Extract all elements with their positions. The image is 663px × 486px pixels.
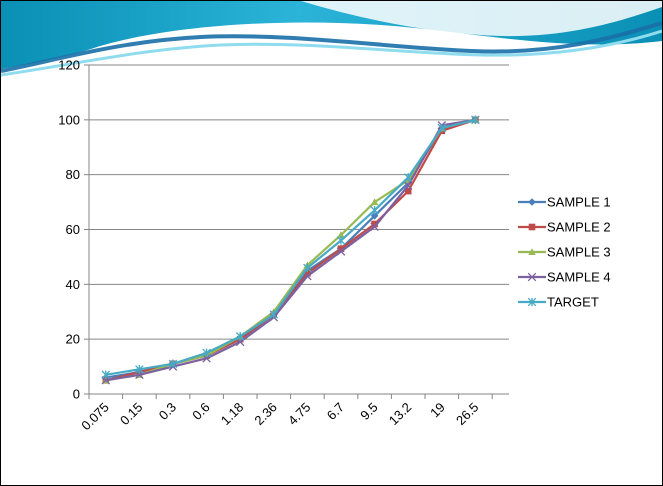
data-point bbox=[370, 211, 379, 220]
legend-item: TARGET bbox=[518, 295, 599, 310]
y-tick-label: 120 bbox=[58, 58, 80, 73]
x-tick-label: 26.5 bbox=[453, 400, 482, 429]
x-tick-labels: 0.075 0.15 0.3 0.6 1.18 2.36 4.75 6.7 9.5 13.2 19 2… bbox=[78, 394, 493, 434]
data-point bbox=[269, 310, 279, 319]
data-point bbox=[337, 245, 345, 252]
x-tick-label: 9.5 bbox=[357, 400, 380, 423]
data-point bbox=[168, 359, 178, 369]
gridlines bbox=[89, 64, 509, 340]
series-target bbox=[101, 115, 480, 380]
y-tick-label: 60 bbox=[66, 222, 80, 237]
data-point bbox=[437, 123, 447, 133]
banner-highlight bbox=[301, 1, 662, 37]
x-tick-label: 2.36 bbox=[251, 400, 280, 429]
data-point bbox=[370, 222, 379, 232]
data-point bbox=[336, 247, 346, 256]
x-tick-label: 13.2 bbox=[386, 400, 415, 429]
data-point bbox=[371, 220, 378, 228]
legend-label: SAMPLE 4 bbox=[547, 270, 611, 285]
data-point bbox=[235, 332, 245, 341]
legend-label: SAMPLE 3 bbox=[547, 245, 611, 260]
data-point bbox=[202, 348, 211, 358]
legend-marker bbox=[528, 248, 536, 256]
data-point bbox=[135, 365, 144, 374]
legend-marker bbox=[527, 272, 537, 282]
legend-item: SAMPLE 2 bbox=[518, 220, 611, 235]
x-tick-label: 4.75 bbox=[285, 400, 314, 429]
x-tick-label: 1.18 bbox=[218, 400, 247, 429]
data-point bbox=[403, 181, 413, 190]
data-point bbox=[303, 271, 312, 281]
x-tick-label: 0.3 bbox=[156, 400, 179, 423]
legend-label: TARGET bbox=[547, 295, 599, 310]
y-tick-labels: 0 20 40 60 80 100 120 bbox=[58, 58, 89, 402]
y-tick-label: 40 bbox=[66, 277, 80, 292]
data-point bbox=[370, 206, 379, 215]
x-tick-label: 19 bbox=[427, 400, 448, 421]
data-point bbox=[101, 370, 111, 380]
banner-wave-light bbox=[1, 29, 662, 77]
legend-label: SAMPLE 2 bbox=[547, 220, 611, 235]
legend-item: SAMPLE 3 bbox=[518, 245, 611, 260]
legend-item: SAMPLE 1 bbox=[518, 195, 611, 210]
y-tick-label: 0 bbox=[73, 387, 80, 402]
x-tick-label: 0.6 bbox=[189, 400, 212, 423]
y-tick-label: 80 bbox=[66, 167, 80, 182]
series-line bbox=[105, 118, 476, 382]
y-tick-label: 20 bbox=[66, 332, 80, 347]
data-point bbox=[336, 236, 346, 245]
x-tick-label: 6.7 bbox=[324, 400, 347, 423]
data-point bbox=[404, 187, 412, 195]
data-point bbox=[337, 231, 345, 239]
legend-marker bbox=[528, 223, 536, 231]
legend-item: SAMPLE 4 bbox=[518, 270, 611, 285]
x-tick-label: 0.15 bbox=[117, 400, 146, 429]
legend-label: SAMPLE 1 bbox=[547, 195, 611, 210]
data-point bbox=[303, 263, 312, 273]
wave-banner-decoration bbox=[1, 1, 662, 77]
series-line bbox=[105, 118, 476, 376]
legend-marker bbox=[528, 198, 536, 206]
data-point bbox=[403, 173, 413, 182]
legend: SAMPLE 1 SAMPLE 2 SAMPLE 3 SAMPLE 4 TARGET bbox=[518, 195, 611, 310]
x-tick-label: 0.075 bbox=[78, 400, 112, 434]
y-tick-label: 100 bbox=[58, 112, 80, 127]
data-point bbox=[471, 115, 480, 125]
data-point bbox=[304, 270, 311, 277]
banner-wave bbox=[1, 21, 662, 73]
data-point bbox=[370, 198, 379, 206]
legend-marker bbox=[527, 297, 537, 307]
